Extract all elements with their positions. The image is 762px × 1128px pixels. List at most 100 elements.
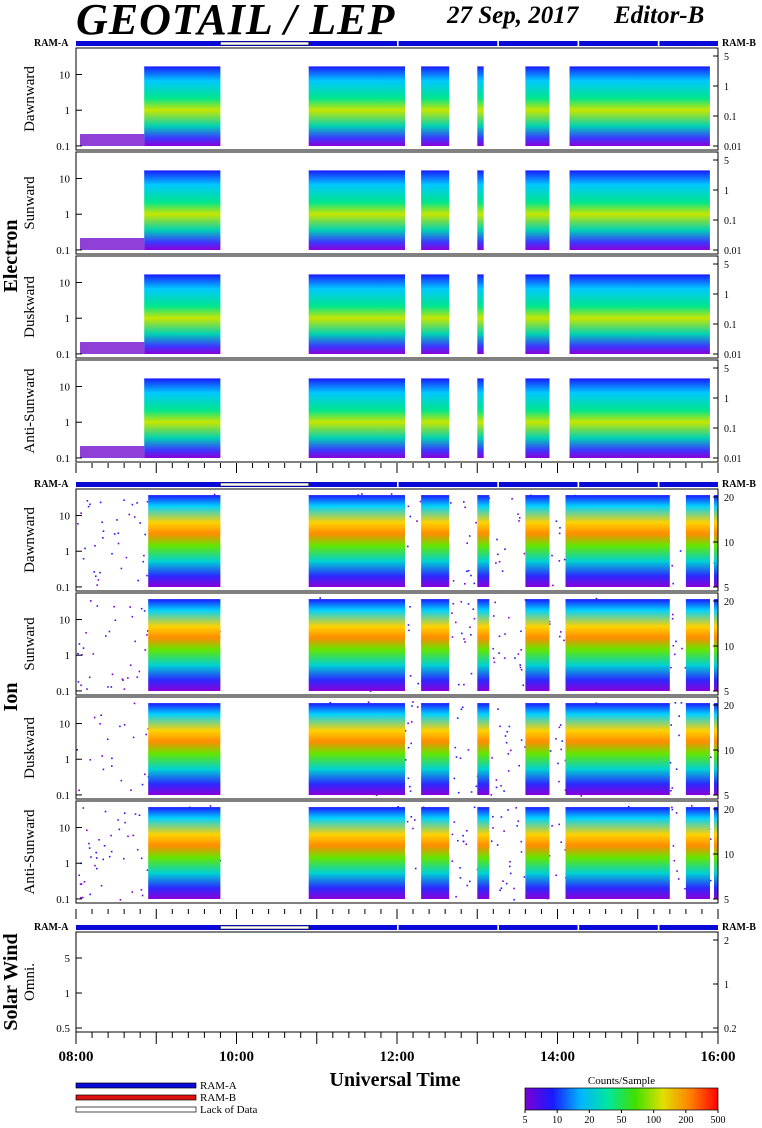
- ion-noise-speck: [134, 640, 136, 643]
- ion-noise-speck: [470, 634, 472, 636]
- ion-noise-speck: [90, 856, 92, 858]
- y-tick-label-left: 10: [59, 70, 71, 82]
- ion-noise-speck: [95, 851, 97, 854]
- ram-bar-gap: [657, 482, 660, 487]
- ion-noise-speck: [108, 630, 111, 633]
- spectrogram-interval: [685, 703, 710, 795]
- spectrogram-interval: [421, 807, 450, 899]
- ion-noise-speck: [147, 630, 149, 632]
- ion-noise-speck: [676, 870, 678, 872]
- ion-noise-speck: [460, 601, 463, 603]
- ram-bar-gap: [577, 925, 580, 930]
- ion-noise-speck: [563, 639, 565, 642]
- ion-noise-speck: [462, 834, 464, 837]
- ion-noise-speck: [595, 597, 598, 600]
- ion-noise-speck: [464, 506, 466, 509]
- ion-noise-speck: [457, 791, 460, 794]
- spectrogram-interval: [565, 599, 670, 691]
- y-tick-label-left: 5: [65, 953, 71, 965]
- y-tick-label-right: 1: [724, 394, 729, 405]
- ion-noise-speck: [106, 738, 109, 741]
- ion-noise-speck: [501, 570, 504, 572]
- ion-noise-speck: [508, 616, 510, 619]
- panel-label: Dawnward: [22, 507, 38, 573]
- spectrogram-interval: [421, 599, 450, 691]
- colorbar-tick-label: 100: [646, 1115, 661, 1126]
- y-tick-label-right: 20: [724, 701, 734, 712]
- colorbar-tick-label: 200: [678, 1115, 693, 1126]
- y-tick-label-right: 0.2: [724, 1024, 737, 1035]
- ion-noise-speck: [416, 706, 419, 708]
- ion-noise-speck: [110, 686, 113, 688]
- ion-noise-speck: [132, 834, 135, 837]
- ion-noise-speck: [100, 884, 103, 887]
- ion-noise-speck: [560, 748, 562, 751]
- ion-noise-speck: [563, 558, 566, 561]
- ion-noise-speck: [523, 552, 526, 555]
- ion-noise-speck: [495, 562, 497, 564]
- legend-swatch: [75, 1082, 197, 1089]
- ion-noise-speck: [110, 850, 113, 853]
- ion-noise-speck: [560, 631, 562, 633]
- y-tick-label-right: 0.01: [724, 246, 742, 257]
- ion-noise-speck: [691, 805, 693, 807]
- ion-noise-speck: [102, 530, 105, 532]
- ion-noise-speck: [497, 708, 499, 710]
- ion-noise-speck: [78, 789, 80, 792]
- ion-noise-speck: [412, 701, 414, 703]
- spectrogram-interval: [477, 170, 484, 250]
- spectrogram-interval: [569, 378, 710, 458]
- y-tick-label-left: 10: [59, 174, 71, 186]
- ion-noise-speck: [409, 790, 412, 792]
- y-tick-label-right: 5: [724, 583, 729, 594]
- ion-noise-speck: [672, 845, 675, 847]
- ion-noise-speck: [145, 733, 147, 736]
- ion-noise-speck: [684, 667, 687, 669]
- ion-noise-speck: [213, 493, 216, 496]
- ion-noise-speck: [490, 840, 493, 842]
- ion-noise-speck: [517, 820, 520, 822]
- panel-label: Omni.: [22, 963, 38, 1001]
- ion-noise-speck: [500, 887, 503, 889]
- ion-noise-speck: [84, 547, 86, 550]
- ion-noise-speck: [131, 891, 134, 893]
- ion-noise-speck: [90, 600, 92, 602]
- ion-noise-speck: [98, 839, 100, 841]
- ion-noise-speck: [467, 603, 470, 605]
- y-tick-label-left: 0.1: [56, 790, 70, 802]
- ion-noise-speck: [120, 567, 123, 570]
- ion-noise-speck: [673, 859, 676, 862]
- ion-noise-speck: [407, 722, 409, 725]
- ion-noise-speck: [519, 664, 521, 666]
- ion-noise-speck: [454, 746, 457, 749]
- ion-noise-speck: [520, 630, 522, 633]
- ion-noise-speck: [461, 632, 463, 635]
- ion-noise-speck: [564, 849, 567, 851]
- ion-noise-speck: [627, 805, 630, 808]
- electron-background-band: [80, 342, 145, 354]
- ion-noise-speck: [520, 739, 523, 741]
- ion-noise-speck: [511, 498, 513, 500]
- ion-noise-speck: [519, 666, 522, 669]
- ion-noise-speck: [681, 647, 683, 650]
- ion-noise-speck: [125, 556, 128, 559]
- legend-label: RAM-A: [200, 1080, 237, 1092]
- ion-noise-speck: [516, 825, 518, 827]
- ion-noise-speck: [80, 883, 83, 885]
- ion-noise-speck: [81, 896, 84, 899]
- ion-noise-speck: [404, 759, 407, 761]
- ion-noise-speck: [493, 615, 495, 617]
- y-tick-label-left: 1: [65, 209, 71, 221]
- ion-noise-speck: [123, 857, 125, 860]
- ion-noise-speck: [404, 730, 407, 732]
- ion-noise-speck: [508, 725, 511, 728]
- ion-noise-speck: [522, 684, 524, 687]
- legend-swatch: [75, 1094, 197, 1101]
- y-tick-label-right: 10: [724, 538, 734, 549]
- ion-noise-speck: [493, 661, 496, 664]
- ion-noise-speck: [555, 874, 557, 877]
- spectrogram-interval: [525, 274, 550, 354]
- ion-noise-speck: [319, 597, 321, 599]
- ion-noise-speck: [144, 773, 146, 776]
- ion-noise-speck: [561, 740, 563, 742]
